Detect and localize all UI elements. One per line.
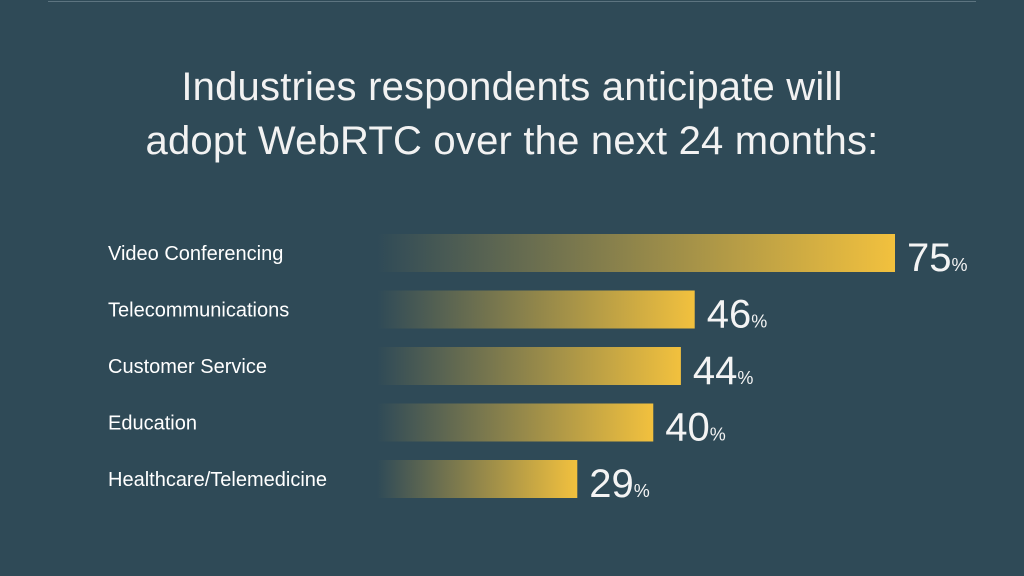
labels-layer: Video Conferencing 75% Telecommunications 4… (108, 236, 968, 506)
value-label-2: 44% (693, 349, 754, 393)
value-label-4: 29% (589, 462, 650, 506)
value-label-3: 40% (665, 406, 726, 450)
category-label-0: Video Conferencing (108, 243, 283, 265)
bar-1 (377, 290, 695, 329)
category-label-1: Telecommunications (108, 300, 289, 322)
category-label-2: Customer Service (108, 356, 267, 378)
value-label-1: 46% (707, 293, 768, 337)
chart-title: Industries respondents anticipate will a… (0, 60, 1024, 168)
value-label-0: 75% (907, 236, 968, 280)
bar-2 (377, 347, 681, 385)
bars-layer (377, 234, 895, 498)
bar-0 (377, 234, 895, 272)
top-divider (48, 1, 976, 2)
chart-title-line-1: Industries respondents anticipate will (181, 65, 843, 109)
bar-3 (377, 403, 654, 442)
category-label-3: Education (108, 413, 197, 435)
chart-title-line-2: adopt WebRTC over the next 24 months: (145, 119, 879, 163)
bar-4 (377, 460, 578, 498)
category-label-4: Healthcare/Telemedicine (108, 469, 327, 491)
